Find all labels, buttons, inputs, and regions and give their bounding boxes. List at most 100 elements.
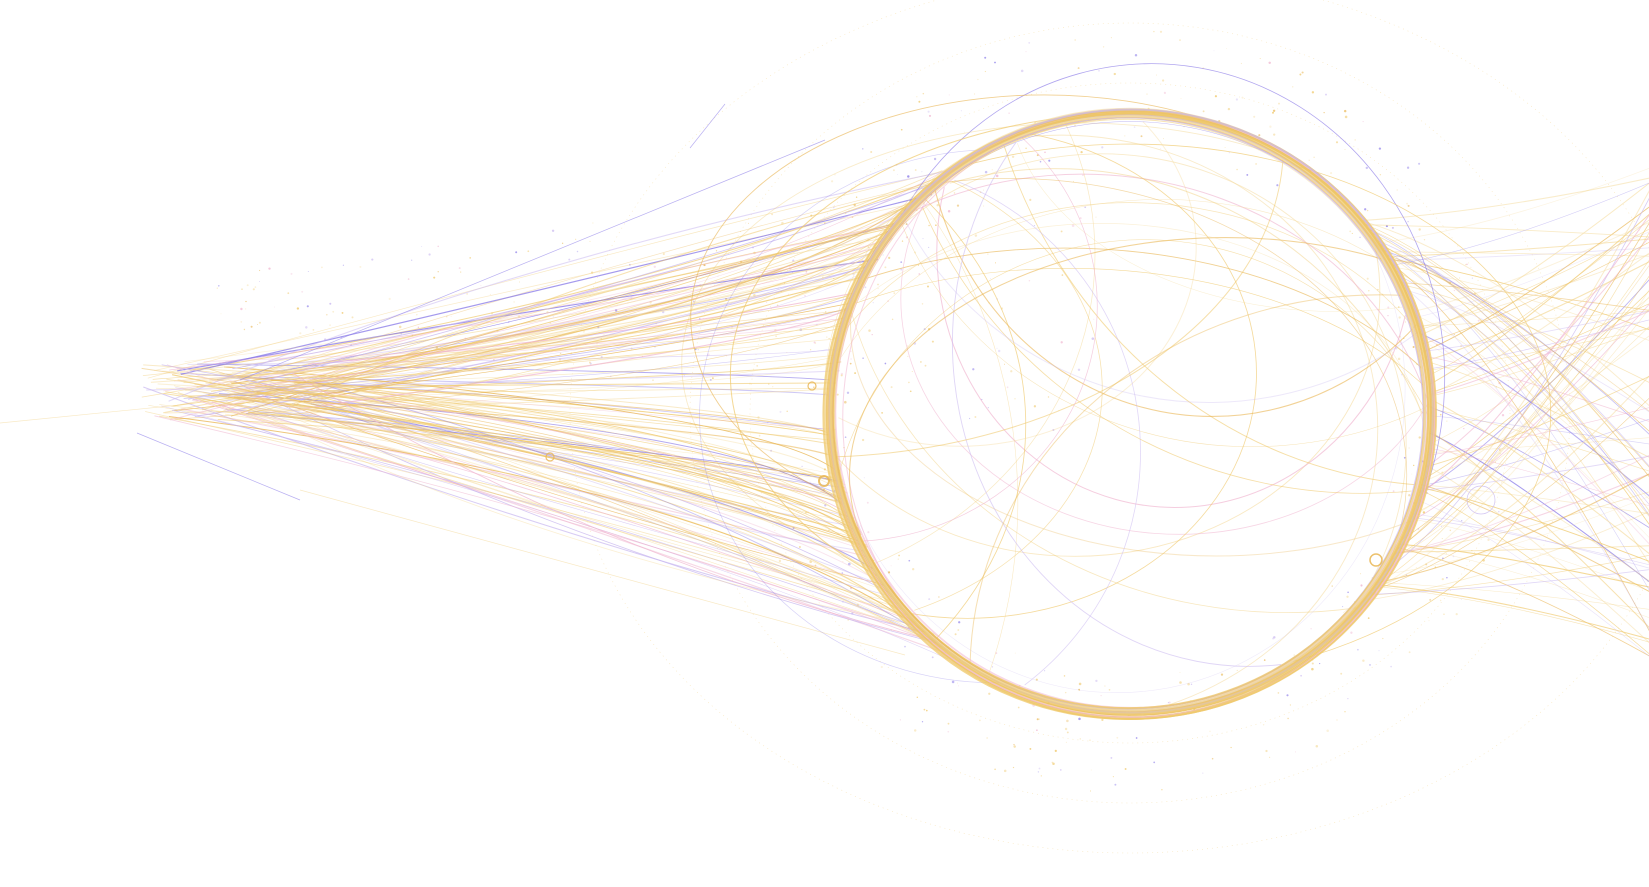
dust-particle xyxy=(900,128,903,131)
dust-particle xyxy=(1391,226,1394,229)
light-trail xyxy=(1423,310,1649,352)
light-trail xyxy=(1427,219,1649,377)
dust-particle xyxy=(305,326,308,329)
dust-particle xyxy=(1044,670,1046,672)
dust-particle xyxy=(880,665,883,669)
dust-particle xyxy=(947,730,950,733)
dust-particle xyxy=(329,302,332,305)
light-trail xyxy=(1429,408,1649,472)
dust-particle xyxy=(388,297,391,300)
dust-particle xyxy=(1072,180,1075,182)
dust-particle xyxy=(603,334,605,336)
dust-particle xyxy=(857,603,859,606)
dust-particle xyxy=(866,501,869,504)
dust-particle xyxy=(1167,702,1169,704)
light-trail xyxy=(285,403,891,587)
dust-particle xyxy=(974,93,976,95)
dust-particle xyxy=(1236,669,1238,671)
dust-particle xyxy=(896,174,898,175)
light-trail xyxy=(1429,398,1649,555)
dust-particle xyxy=(1278,102,1280,105)
dust-particle xyxy=(1311,667,1314,671)
dust-particle xyxy=(997,349,1001,353)
dust-particle xyxy=(823,468,826,471)
inner-arc xyxy=(859,253,1406,693)
dust-particle xyxy=(1255,162,1258,165)
dust-particle xyxy=(840,374,843,377)
inner-arc xyxy=(898,173,1433,416)
dust-particle xyxy=(1404,321,1406,323)
stray-trail xyxy=(0,404,181,424)
dust-particle xyxy=(956,204,960,207)
light-trail xyxy=(1382,496,1649,575)
dust-particle xyxy=(589,240,591,242)
dust-particle xyxy=(290,272,293,275)
light-trail xyxy=(245,405,915,626)
dust-particle xyxy=(1367,617,1370,619)
dust-particle xyxy=(1265,749,1268,753)
dust-particle xyxy=(1319,663,1321,665)
dust-particle xyxy=(833,206,835,209)
dust-particle xyxy=(730,325,734,329)
dust-particle xyxy=(951,680,955,684)
light-trail xyxy=(1374,239,1649,467)
dust-particle xyxy=(351,316,354,319)
light-trail xyxy=(1401,259,1649,540)
dust-particle xyxy=(1505,370,1507,372)
dust-particle xyxy=(1299,73,1302,76)
light-trail xyxy=(308,248,877,373)
dust-particle xyxy=(1501,414,1505,417)
light-trail xyxy=(1424,376,1649,468)
dust-particle xyxy=(1029,747,1032,750)
dust-particle xyxy=(1180,98,1182,99)
inner-arc xyxy=(908,132,1257,619)
light-trail xyxy=(1425,464,1649,644)
dust-particle xyxy=(804,295,806,297)
dust-particle xyxy=(480,284,482,286)
dust-particle xyxy=(1347,591,1349,594)
dust-particle xyxy=(1003,769,1007,773)
dust-particle xyxy=(1396,189,1398,191)
dust-particle xyxy=(299,332,302,335)
dust-particle xyxy=(994,768,996,771)
dust-particle xyxy=(1047,396,1050,398)
dust-particle xyxy=(813,341,816,344)
dust-particle xyxy=(561,242,564,244)
dust-particle xyxy=(996,347,998,349)
dust-particle xyxy=(1378,147,1382,150)
dust-particle xyxy=(1253,115,1256,118)
dust-particle xyxy=(872,302,874,304)
dust-particle xyxy=(842,560,844,562)
light-trail xyxy=(197,363,830,381)
dust-particle xyxy=(1368,289,1370,292)
dust-particle xyxy=(1415,567,1417,569)
dust-particle xyxy=(974,416,977,418)
dust-particle xyxy=(899,719,902,721)
light-trail xyxy=(1420,487,1649,562)
dust-particle xyxy=(1140,135,1143,138)
dust-particle xyxy=(907,175,910,178)
dust-particle xyxy=(1060,230,1063,233)
light-trail xyxy=(294,403,859,529)
dust-particle xyxy=(466,293,468,295)
dust-particle xyxy=(920,361,922,363)
dust-particle xyxy=(359,265,362,268)
dust-particle xyxy=(877,288,879,290)
dust-particle xyxy=(1025,147,1027,150)
dust-particle xyxy=(914,169,917,171)
dust-particle xyxy=(748,222,749,224)
dust-particle xyxy=(1311,91,1315,94)
light-trail xyxy=(1421,484,1649,515)
dust-particle xyxy=(1439,599,1442,602)
dust-particle xyxy=(1382,293,1384,295)
dust-particle xyxy=(1101,146,1104,149)
dust-particle xyxy=(891,318,894,321)
dust-particle xyxy=(217,284,220,287)
light-trail xyxy=(172,241,889,407)
dust-particle xyxy=(1028,41,1031,44)
dust-particle xyxy=(1487,538,1490,542)
dust-particle xyxy=(1364,208,1367,211)
light-trail xyxy=(1376,242,1649,525)
dust-particle xyxy=(252,288,255,291)
